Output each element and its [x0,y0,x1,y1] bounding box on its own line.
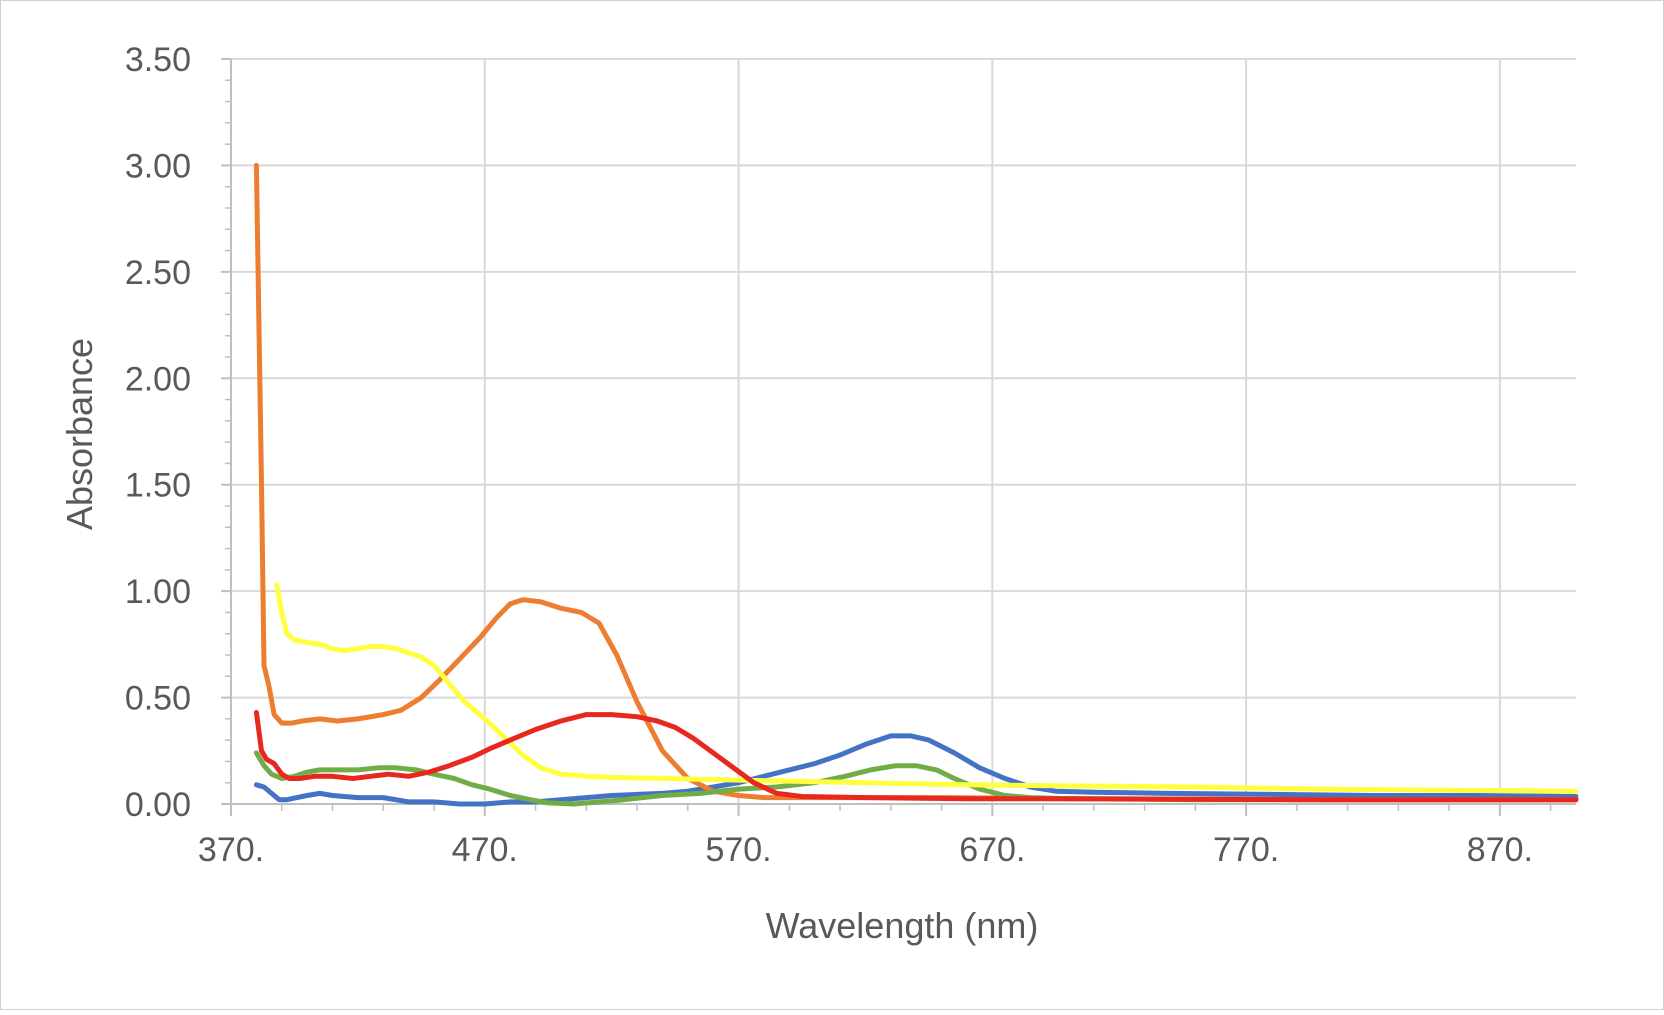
y-tick-label: 3.50 [125,41,191,79]
y-axis-label: Absorbance [59,338,100,530]
x-tick-labels: 370. 470. 570. 670. 770. 870. [198,831,1533,869]
x-tick-label: 870. [1467,831,1533,869]
y-tick-label: 2.00 [125,360,191,398]
series-line-5 [253,710,1579,803]
y-tick-label: 2.50 [125,254,191,292]
x-tick-label: 770. [1213,831,1279,869]
y-tick-label: 0.50 [125,680,191,718]
series-line-4 [274,582,1579,794]
y-tick-labels: 0.00 0.50 1.00 1.50 2.00 2.50 3.00 3.50 [125,41,191,824]
y-tick-label: 1.00 [125,573,191,611]
x-axis-label: Wavelength (nm) [766,905,1039,946]
series-lines [253,162,1579,807]
series-line-2 [253,162,1579,803]
x-tick-label: 470. [452,831,518,869]
x-tick-label: 370. [198,831,264,869]
y-tick-label: 1.50 [125,467,191,505]
y-tick-label: 0.00 [125,786,191,824]
y-tick-label: 3.00 [125,147,191,185]
gridlines [230,58,1576,804]
x-tick-label: 570. [705,831,771,869]
x-tick-label: 670. [959,831,1025,869]
